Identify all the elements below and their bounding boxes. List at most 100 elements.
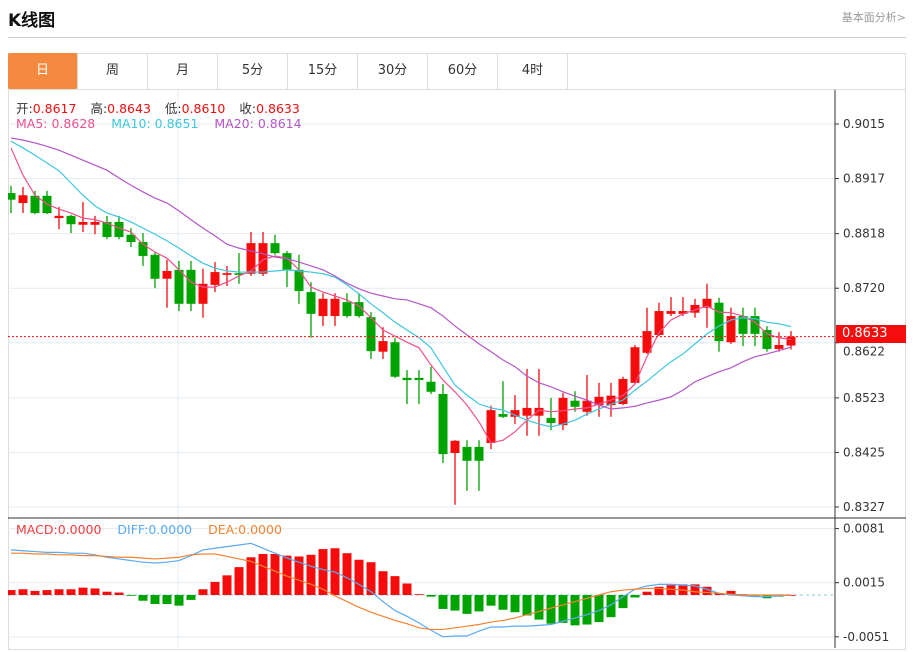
open-value: 0.8617: [32, 101, 77, 116]
open-label: 开:: [16, 101, 33, 116]
macd-bar: [450, 595, 460, 611]
candle-up: [654, 311, 664, 335]
candle-up: [642, 331, 652, 353]
macd-bar: [18, 589, 28, 595]
kline-chart[interactable]: 0.9015 0.8917 0.8818 0.8720 0.8622 0.8523 0.84…: [8, 90, 906, 648]
macd-bar: [702, 586, 712, 595]
macd-bar: [150, 595, 160, 605]
low-label: 低:: [164, 101, 182, 116]
candle-up: [630, 347, 640, 383]
candle-down: [234, 273, 244, 275]
candle-up: [450, 440, 460, 454]
candle-up: [786, 336, 796, 346]
macd-bar: [714, 593, 724, 595]
candle-down: [8, 193, 16, 200]
candle-down: [366, 317, 376, 352]
tab-day[interactable]: 日: [8, 53, 78, 89]
candle-down: [102, 221, 112, 238]
macd-bar: [270, 554, 280, 595]
chart-container: [8, 53, 906, 650]
candle-up: [222, 273, 232, 275]
macd-bar: [498, 595, 508, 610]
macd-bar: [666, 585, 676, 595]
macd-bar: [30, 590, 40, 595]
macd-bar: [114, 592, 124, 595]
tab-month[interactable]: 月: [148, 53, 218, 89]
macd-bar: [690, 584, 700, 595]
macd-bar: [222, 575, 232, 595]
candle-down: [546, 417, 556, 423]
macd-bar: [354, 559, 364, 595]
ohlc-info: 开:0.8617 高:0.8643 低:0.8610 收:0.8633: [16, 98, 300, 117]
candle-up: [258, 243, 268, 274]
candle-down: [438, 393, 448, 455]
ma5-value: 0.8628: [51, 116, 96, 131]
macd-bar: [618, 595, 628, 609]
macd-bar: [234, 567, 244, 595]
macd-bar: [654, 586, 664, 595]
macd-bar: [258, 554, 268, 595]
macd-bar: [102, 591, 112, 595]
candle-up: [162, 270, 172, 279]
ma10-line: [10, 140, 792, 428]
tab-4hour[interactable]: 4时: [498, 53, 568, 89]
candle-down: [138, 242, 148, 256]
macd-value: 0.0000: [57, 522, 102, 537]
macd-bar: [306, 554, 316, 595]
macd-tick-label: 0.0081: [843, 522, 885, 536]
macd-bar: [162, 595, 172, 605]
macd-bar: [8, 590, 16, 595]
price-tick-label: 0.9015: [843, 117, 885, 131]
candle-up: [534, 407, 544, 416]
diff-value: 0.0000: [148, 522, 193, 537]
high-label: 高:: [90, 101, 108, 116]
tab-week[interactable]: 周: [78, 53, 148, 89]
candle-up: [246, 243, 256, 274]
candle-down: [270, 243, 280, 254]
price-tick-label: 0.8720: [843, 281, 885, 295]
macd-bar: [522, 595, 532, 616]
macd-bar: [558, 595, 568, 623]
tab-30min[interactable]: 30分: [358, 53, 428, 89]
candle-up: [582, 400, 592, 412]
candle-down: [402, 377, 412, 381]
candle-up: [726, 316, 736, 343]
macd-bar: [726, 590, 736, 595]
candle-down: [354, 302, 364, 317]
candle-up: [594, 396, 604, 406]
macd-bar: [594, 595, 604, 623]
macd-bar: [582, 595, 592, 625]
dea-line: [11, 552, 791, 631]
candle-down: [306, 292, 316, 314]
macd-bar: [126, 595, 136, 596]
macd-bar: [390, 576, 400, 595]
candle-up: [198, 283, 208, 304]
candle-down: [174, 269, 184, 304]
price-tick-label: 0.8818: [843, 227, 885, 241]
price-tick-label: 0.8425: [843, 445, 885, 459]
macd-bar: [54, 589, 64, 595]
candle-down: [150, 254, 160, 279]
tab-5min[interactable]: 5分: [218, 53, 288, 89]
candle-down: [762, 329, 772, 349]
period-tabs: 日 周 月 5分 15分 30分 60分 4时: [8, 53, 906, 90]
candle-down: [30, 195, 40, 214]
ma20-value: 0.8614: [257, 116, 302, 131]
macd-bar: [486, 595, 496, 606]
tab-15min[interactable]: 15分: [288, 53, 358, 89]
candle-down: [66, 215, 76, 225]
candle-down: [294, 269, 304, 292]
macd-label: MACD:: [16, 522, 58, 537]
diff-label: DIFF:: [117, 522, 149, 537]
tab-60min[interactable]: 60分: [428, 53, 498, 89]
macd-bar: [198, 589, 208, 595]
macd-tick-label: 0.0015: [843, 576, 885, 590]
candle-up: [330, 298, 340, 317]
macd-bar: [42, 590, 52, 595]
candle-down: [474, 446, 484, 461]
macd-bar: [606, 595, 616, 618]
candle-down: [282, 253, 292, 270]
candle-down: [570, 400, 580, 407]
fundamental-analysis-link[interactable]: 基本面分析>: [841, 11, 906, 24]
candle-up: [666, 311, 676, 314]
